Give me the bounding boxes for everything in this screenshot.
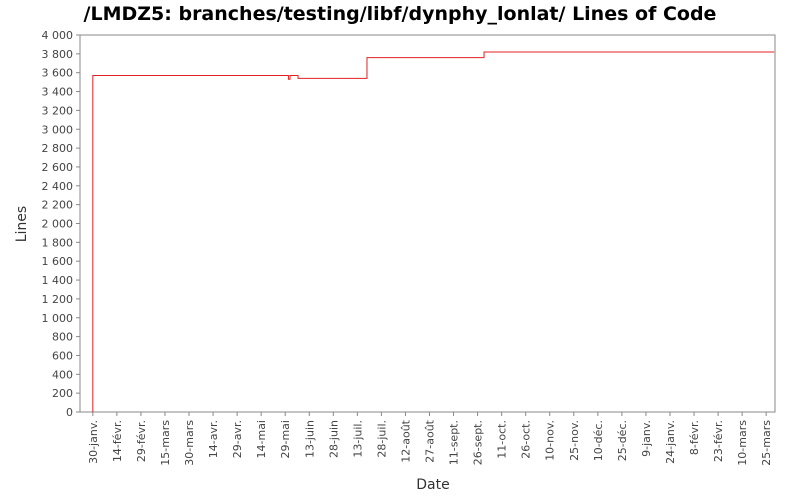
x-tick-label: 29-févr. — [135, 420, 148, 462]
x-tick-label: 28-juil. — [375, 420, 388, 458]
y-tick-label: 2 800 — [42, 142, 74, 155]
x-tick-label: 25-déc. — [616, 420, 629, 461]
x-tick-label: 23-févr. — [712, 420, 725, 462]
y-tick-label: 200 — [52, 387, 73, 400]
y-tick-label: 2 400 — [42, 180, 74, 193]
x-tick-label: 26-sept. — [472, 420, 485, 465]
x-tick-label: 15-mars — [159, 420, 172, 466]
x-tick-label: 14-avr. — [207, 420, 220, 458]
x-tick-label: 30-mars — [183, 420, 196, 466]
y-tick-label: 3 000 — [42, 123, 74, 136]
x-tick-label: 14-févr. — [111, 420, 124, 462]
y-tick-label: 3 400 — [42, 86, 74, 99]
x-tick-label: 28-juin — [327, 420, 340, 458]
y-tick-label: 4 000 — [42, 29, 74, 42]
y-tick-label: 600 — [52, 349, 73, 362]
x-tick-label: 29-avr. — [231, 420, 244, 458]
x-tick-label: 14-mai — [255, 420, 268, 458]
x-tick-label: 25-mars — [760, 420, 773, 466]
chart-title: /LMDZ5: branches/testing/libf/dynphy_lon… — [84, 3, 717, 25]
x-tick-label: 11-oct. — [496, 420, 509, 459]
x-tick-label: 24-janv. — [664, 420, 677, 464]
x-tick-label: 12-août — [399, 419, 412, 462]
x-tick-label: 9-janv. — [640, 420, 653, 457]
y-tick-label: 800 — [52, 331, 73, 344]
y-tick-label: 2 600 — [42, 161, 74, 174]
y-tick-label: 2 200 — [42, 199, 74, 212]
y-tick-label: 3 200 — [42, 104, 74, 117]
x-tick-label: 13-juil. — [351, 420, 364, 458]
y-tick-label: 1 600 — [42, 255, 74, 268]
x-tick-label: 26-oct. — [520, 420, 533, 459]
y-tick-label: 3 600 — [42, 67, 74, 80]
y-axis-label: Lines — [14, 206, 30, 242]
x-tick-label: 13-juin — [303, 420, 316, 458]
x-tick-label: 29-mai — [279, 420, 292, 458]
y-tick-label: 1 800 — [42, 236, 74, 249]
plot-area — [79, 34, 776, 413]
y-tick-label: 2 000 — [42, 218, 74, 231]
x-tick-label: 8-févr. — [688, 420, 701, 455]
x-tick-label: 10-mars — [736, 420, 749, 466]
y-tick-label: 1 200 — [42, 293, 74, 306]
y-tick-label: 1 000 — [42, 312, 74, 325]
x-tick-label: 11-sept. — [448, 420, 461, 465]
x-tick-label: 10-déc. — [592, 420, 605, 461]
x-axis-label: Date — [416, 477, 449, 493]
x-tick-label: 30-janv. — [87, 420, 100, 464]
x-tick-label: 10-nov. — [544, 420, 557, 461]
y-tick-label: 0 — [66, 406, 73, 419]
y-tick-label: 1 400 — [42, 274, 74, 287]
y-tick-label: 3 800 — [42, 48, 74, 61]
x-tick-label: 27-août — [424, 419, 437, 462]
y-tick-label: 400 — [52, 368, 73, 381]
x-tick-label: 25-nov. — [568, 420, 581, 461]
data-line — [92, 51, 775, 412]
